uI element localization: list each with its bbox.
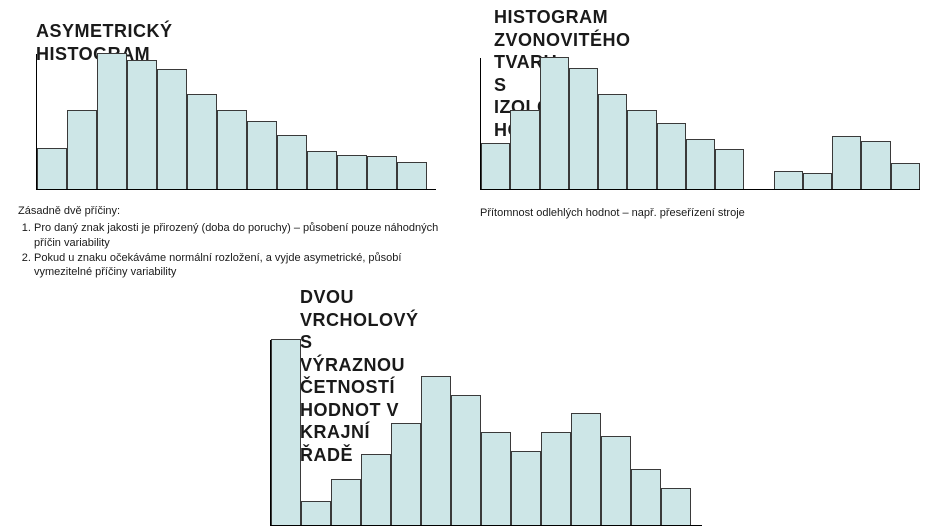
histogram-bar bbox=[37, 148, 67, 189]
histogram-bar bbox=[540, 57, 569, 189]
histogram-bar bbox=[601, 436, 631, 525]
histogram-bar bbox=[367, 156, 397, 189]
chart-bimodal bbox=[270, 340, 702, 526]
histogram-bar bbox=[331, 479, 361, 526]
histogram-bar bbox=[627, 110, 656, 189]
histogram-bar bbox=[631, 469, 661, 525]
chart-asymmetric bbox=[36, 54, 436, 190]
histogram-bar bbox=[661, 488, 691, 525]
histogram-bar bbox=[361, 454, 391, 525]
histogram-bar bbox=[832, 136, 861, 189]
histogram-bar bbox=[774, 171, 803, 189]
histogram-bar bbox=[481, 143, 510, 189]
histogram-bar bbox=[97, 53, 127, 189]
histogram-bar bbox=[277, 135, 307, 189]
caption-item: Pokud u znaku očekáváme normální rozlože… bbox=[34, 251, 448, 281]
caption-item: Pro daný znak jakosti je přirozený (doba… bbox=[34, 221, 448, 251]
histogram-bar bbox=[421, 376, 451, 525]
histogram-bar bbox=[511, 451, 541, 525]
histogram-bar bbox=[397, 162, 427, 189]
histogram-bar bbox=[686, 139, 715, 189]
histogram-bar bbox=[657, 123, 686, 189]
histogram-bar bbox=[247, 121, 277, 189]
caption-list: Pro daný znak jakosti je přirozený (doba… bbox=[18, 221, 448, 280]
histogram-bar bbox=[337, 155, 367, 189]
histogram-bar bbox=[157, 69, 187, 189]
histogram-bar bbox=[541, 432, 571, 525]
histogram-bar bbox=[715, 149, 744, 189]
histogram-bar bbox=[571, 413, 601, 525]
histogram-bar bbox=[217, 110, 247, 189]
histogram-bar bbox=[451, 395, 481, 525]
caption-lead: Zásadně dvě příčiny: bbox=[18, 204, 448, 219]
histogram-bar bbox=[861, 141, 890, 189]
caption-isolated: Přítomnost odlehlých hodnot – např. přes… bbox=[480, 206, 910, 221]
histogram-bar bbox=[481, 432, 511, 525]
histogram-bar bbox=[307, 151, 337, 189]
histogram-bar bbox=[391, 423, 421, 525]
chart-isolated bbox=[480, 58, 920, 190]
histogram-bar bbox=[187, 94, 217, 189]
caption-asymmetric: Zásadně dvě příčiny: Pro daný znak jakos… bbox=[18, 204, 448, 280]
histogram-bar bbox=[891, 163, 920, 189]
histogram-bar bbox=[569, 68, 598, 189]
histogram-bar bbox=[127, 60, 157, 189]
histogram-bar bbox=[803, 173, 832, 189]
histogram-bar bbox=[598, 94, 627, 189]
histogram-bar bbox=[510, 110, 539, 189]
histogram-bar bbox=[301, 501, 331, 525]
histogram-bar bbox=[67, 110, 97, 189]
histogram-bar bbox=[271, 339, 301, 525]
